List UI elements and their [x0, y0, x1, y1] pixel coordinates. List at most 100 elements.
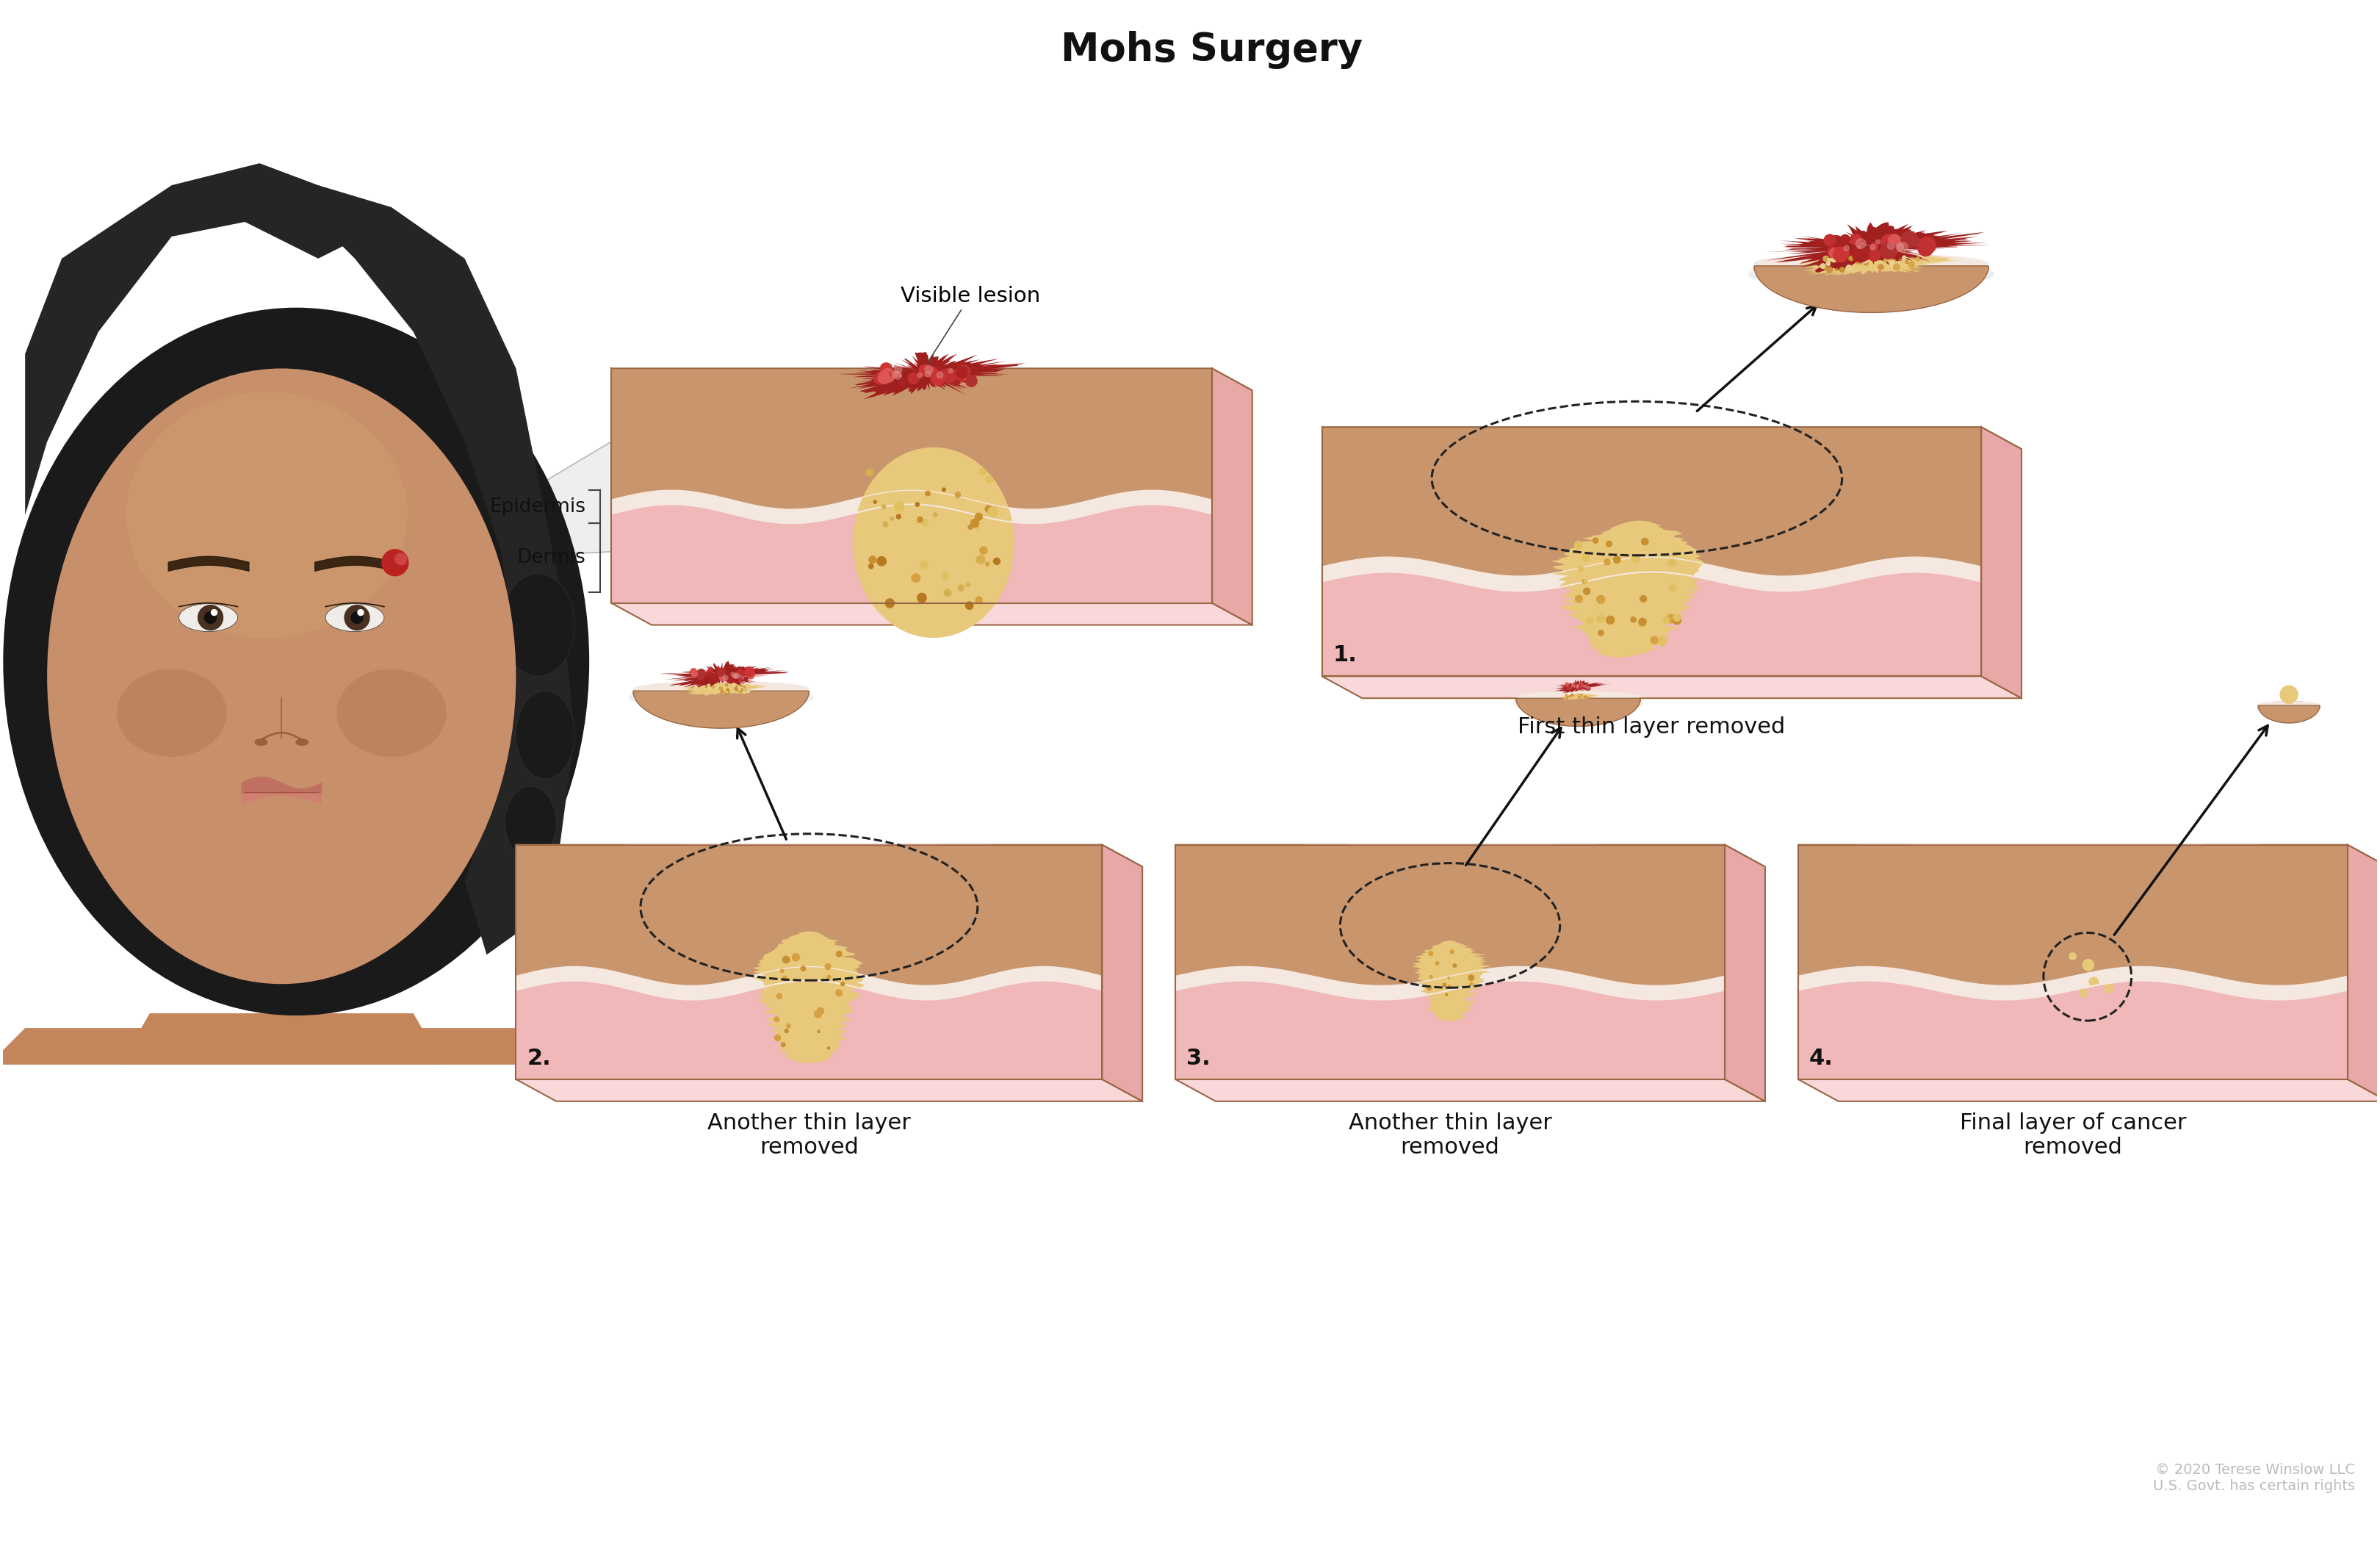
Circle shape [885, 599, 895, 608]
Circle shape [826, 964, 831, 969]
Ellipse shape [2, 307, 590, 1015]
Circle shape [885, 372, 890, 378]
Circle shape [835, 950, 843, 957]
Circle shape [819, 1031, 821, 1032]
Circle shape [733, 690, 735, 693]
Circle shape [1849, 235, 1861, 245]
Circle shape [1902, 256, 1906, 259]
Circle shape [1587, 687, 1590, 690]
Ellipse shape [178, 603, 238, 631]
Circle shape [776, 994, 783, 998]
Circle shape [788, 1025, 790, 1028]
Circle shape [1578, 684, 1583, 687]
Polygon shape [2259, 705, 2320, 724]
Circle shape [928, 367, 938, 375]
Circle shape [931, 370, 945, 386]
Circle shape [1578, 685, 1583, 690]
Circle shape [1918, 244, 1930, 255]
Circle shape [1890, 236, 1904, 252]
Polygon shape [1911, 844, 2204, 991]
Text: Another thin layer
removed: Another thin layer removed [707, 1113, 912, 1159]
Circle shape [783, 957, 790, 963]
Circle shape [2082, 960, 2094, 971]
Polygon shape [516, 981, 1102, 1079]
Circle shape [1454, 964, 1457, 967]
Circle shape [1668, 585, 1676, 591]
Ellipse shape [1749, 259, 1994, 289]
Text: 1.: 1. [1333, 645, 1357, 667]
Circle shape [719, 676, 726, 680]
Circle shape [1868, 248, 1880, 261]
Circle shape [1885, 258, 1887, 262]
Polygon shape [1856, 844, 2259, 1000]
Circle shape [774, 1035, 781, 1042]
Circle shape [1578, 566, 1583, 571]
Circle shape [738, 677, 743, 680]
Polygon shape [1321, 427, 2021, 449]
Circle shape [878, 557, 885, 566]
Circle shape [745, 690, 747, 691]
Circle shape [1587, 617, 1592, 623]
Circle shape [793, 954, 800, 961]
Ellipse shape [117, 670, 226, 758]
Circle shape [707, 687, 709, 690]
Polygon shape [1754, 265, 1990, 313]
Polygon shape [681, 844, 938, 926]
Circle shape [1902, 231, 1918, 247]
Circle shape [828, 1046, 831, 1049]
Circle shape [721, 690, 724, 693]
Circle shape [1583, 554, 1590, 562]
Circle shape [957, 366, 971, 378]
Polygon shape [516, 966, 1102, 1000]
Circle shape [1830, 248, 1840, 258]
Circle shape [1630, 617, 1635, 622]
Polygon shape [1516, 699, 1640, 727]
Circle shape [966, 375, 976, 387]
Circle shape [2280, 685, 2297, 704]
Circle shape [745, 677, 747, 680]
Ellipse shape [48, 369, 516, 984]
Circle shape [1861, 258, 1868, 262]
Polygon shape [240, 793, 321, 804]
Circle shape [2104, 984, 2113, 992]
Circle shape [1573, 684, 1576, 687]
Circle shape [712, 674, 714, 679]
Polygon shape [1797, 844, 2347, 986]
Circle shape [869, 565, 873, 569]
Polygon shape [838, 352, 1026, 400]
Circle shape [1894, 264, 1899, 270]
Circle shape [895, 501, 904, 511]
Circle shape [740, 690, 743, 693]
Circle shape [1599, 630, 1604, 636]
Circle shape [707, 671, 712, 676]
Circle shape [345, 605, 369, 630]
Polygon shape [26, 164, 390, 515]
Circle shape [1897, 242, 1909, 253]
Circle shape [695, 688, 697, 691]
Circle shape [1583, 588, 1590, 594]
Circle shape [1652, 637, 1659, 643]
Circle shape [900, 375, 902, 376]
Circle shape [1833, 247, 1849, 262]
Ellipse shape [505, 785, 557, 859]
Polygon shape [1797, 250, 1966, 276]
Circle shape [1918, 236, 1935, 253]
Circle shape [738, 670, 743, 676]
Circle shape [1442, 983, 1447, 986]
Circle shape [916, 503, 919, 506]
Circle shape [1887, 235, 1902, 247]
Polygon shape [1176, 844, 1726, 986]
Circle shape [954, 492, 962, 497]
Polygon shape [319, 185, 574, 955]
Circle shape [969, 525, 973, 529]
Circle shape [1894, 267, 1897, 270]
Polygon shape [1490, 427, 1783, 475]
Circle shape [1606, 616, 1614, 623]
Circle shape [873, 372, 885, 384]
Circle shape [1449, 950, 1454, 954]
Circle shape [1642, 539, 1649, 545]
Polygon shape [1797, 966, 2347, 1000]
Circle shape [952, 369, 966, 383]
Circle shape [781, 1043, 785, 1046]
Polygon shape [1797, 1079, 2380, 1102]
